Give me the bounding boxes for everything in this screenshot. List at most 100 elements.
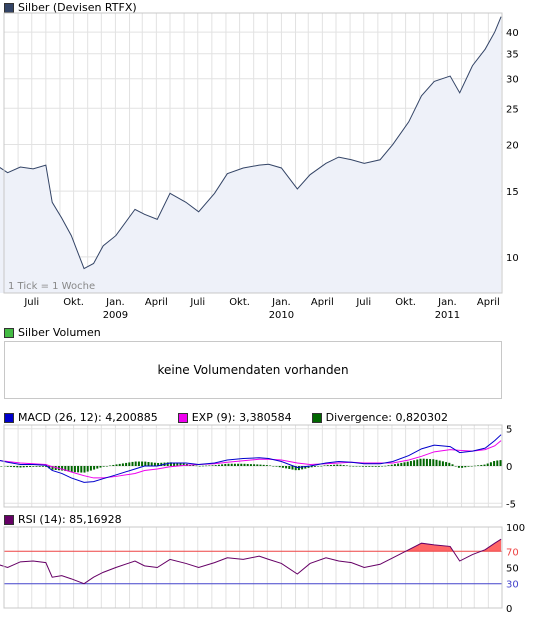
divergence-bar <box>16 466 19 468</box>
divergence-bar <box>64 466 67 472</box>
divergence-bar <box>397 463 400 466</box>
divergence-bar <box>265 465 268 466</box>
divergence-bar <box>80 466 83 473</box>
divergence-bar <box>493 461 496 466</box>
rsi-y-tick-label: 100 <box>506 523 525 534</box>
exp-legend-swatch <box>177 412 188 423</box>
volume-panel-header: Silber Volumen <box>4 326 101 339</box>
divergence-bar <box>281 466 284 468</box>
exp-legend-label: EXP (9): 3,380584 <box>191 411 292 424</box>
divergence-bar <box>477 465 480 466</box>
divergence-bar <box>320 465 323 467</box>
divergence-bar <box>153 462 156 466</box>
divergence-bar <box>93 466 96 470</box>
x-tick-label: Jan. <box>271 297 291 308</box>
divergence-bar <box>352 466 355 467</box>
divergence-bar <box>355 466 358 467</box>
divergence-bar <box>425 458 428 466</box>
divergence-bar <box>32 466 35 467</box>
divergence-bar <box>336 464 339 466</box>
divergence-bar <box>77 466 80 473</box>
divergence-bar <box>70 466 73 472</box>
price-y-tick-label: 15 <box>506 187 519 198</box>
divergence-bar <box>224 463 227 466</box>
price-area <box>0 16 502 293</box>
divergence-bar <box>157 462 160 466</box>
divergence-bar <box>86 466 89 472</box>
divergence-bar <box>432 459 435 466</box>
divergence-bar <box>112 464 115 466</box>
divergence-bar <box>134 461 137 466</box>
divergence-bar <box>473 465 476 467</box>
divergence-bar <box>73 466 76 473</box>
price-y-tick-label: 40 <box>506 28 519 39</box>
divergence-bar <box>448 462 451 466</box>
macd-y-tick-label: 0 <box>506 462 512 473</box>
divergence-bar <box>48 466 51 469</box>
divergence-bar <box>19 466 22 468</box>
divergence-bar <box>406 461 409 466</box>
divergence-bar <box>297 466 300 471</box>
divergence-bar <box>470 466 473 467</box>
price-y-tick-label: 30 <box>506 75 519 86</box>
macd-legend-label: MACD (26, 12): 4,200885 <box>18 411 158 424</box>
macd-y-tick-label: 5 <box>506 425 512 436</box>
divergence-bar <box>291 466 294 470</box>
divergence-bar <box>208 465 211 467</box>
divergence-bar <box>169 462 172 466</box>
divergence-bar <box>326 465 329 466</box>
divergence-bar <box>131 461 134 466</box>
tick-note: 1 Tick = 1 Woche <box>8 281 95 292</box>
divergence-bar <box>278 466 281 468</box>
divergence-bar <box>166 462 169 466</box>
divergence-bar <box>467 466 470 467</box>
divergence-bar <box>329 464 332 466</box>
price-x-axis: Juli Okt. Jan. April Juli Okt. Jan. April Juli Ok… <box>23 297 499 321</box>
divergence-bar <box>461 466 464 468</box>
rsi-y-tick-label: 70 <box>506 547 519 558</box>
divergence-bar <box>214 465 217 466</box>
divergence-bar <box>304 466 307 469</box>
macd-plot-border <box>3 424 503 508</box>
divergence-bar <box>125 462 128 466</box>
divergence-bar <box>176 462 179 466</box>
divergence-bar <box>486 463 489 466</box>
macd-legend-item: MACD (26, 12): 4,200885 <box>4 411 158 424</box>
divergence-bar <box>173 462 176 466</box>
macd-legend: MACD (26, 12): 4,200885 EXP (9): 3,38058… <box>4 411 458 424</box>
divergence-bar <box>451 464 454 466</box>
price-legend-swatch <box>4 2 14 13</box>
divergence-bar <box>358 466 361 467</box>
divergence-bar <box>419 458 422 466</box>
divergence-bar <box>464 466 467 468</box>
divergence-bar <box>342 465 345 466</box>
x-tick-label: Juli <box>189 297 205 308</box>
year-label: 2011 <box>435 310 460 321</box>
divergence-bar <box>285 466 288 469</box>
divergence-bar <box>221 464 224 466</box>
divergence-bar <box>45 466 48 467</box>
divergence-bar <box>438 460 441 466</box>
divergence-bar <box>150 462 153 466</box>
divergence-legend-swatch <box>311 412 322 423</box>
divergence-bar <box>137 461 140 466</box>
price-panel-header: Silber (Devisen RTFX) <box>4 1 137 14</box>
x-tick-label: April <box>145 297 168 308</box>
x-tick-label: Okt. <box>63 297 84 308</box>
divergence-bar <box>301 466 304 470</box>
divergence-bar <box>275 466 278 467</box>
divergence-bar <box>381 466 384 467</box>
divergence-bar <box>349 465 352 467</box>
divergence-bar <box>339 464 342 466</box>
divergence-bar <box>323 465 326 466</box>
rsi-y-tick-label: 30 <box>506 580 519 591</box>
divergence-bar <box>109 465 112 467</box>
divergence-bar <box>51 466 54 470</box>
macd-legend-swatch <box>4 412 14 423</box>
divergence-bar <box>259 464 262 466</box>
divergence-bar <box>38 466 41 467</box>
price-y-tick-label: 25 <box>506 104 519 115</box>
rsi-overbought-fill <box>405 539 502 552</box>
divergence-bar <box>192 465 195 466</box>
rsi-legend-swatch <box>4 514 14 525</box>
